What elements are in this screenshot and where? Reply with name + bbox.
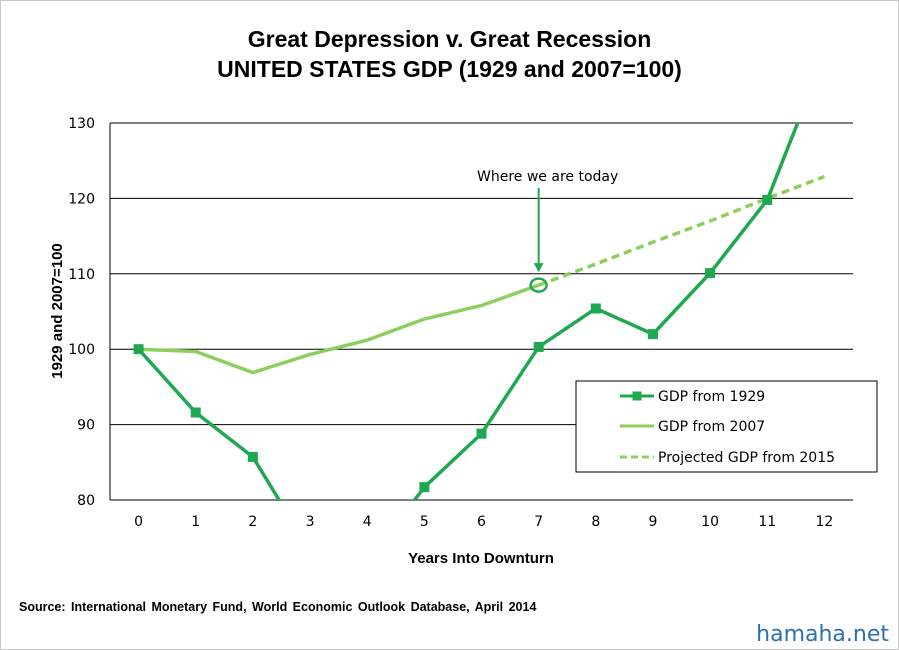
data-point-gdp-1929 [705, 268, 716, 279]
series-line-1 [138, 283, 540, 375]
legend: GDP from 1929 GDP from 2007 Projected GD… [575, 380, 878, 473]
data-point-gdp-1929 [476, 428, 487, 439]
x-tick-label: 4 [363, 514, 372, 530]
data-point-gdp-1929 [647, 329, 658, 340]
chart-subtitle: UNITED STATES GDP (1929 and 2007=100) [217, 56, 682, 82]
y-axis-label: 1929 and 2007=100 [49, 243, 66, 379]
legend-marker-gdp-1929 [632, 391, 642, 401]
x-tick-label: 11 [758, 514, 776, 530]
annotation-arrowhead [533, 263, 544, 273]
y-tick-label: 120 [68, 191, 95, 207]
y-tick-label: 90 [77, 418, 95, 434]
data-point-gdp-1929 [762, 194, 773, 205]
x-tick-label: 2 [248, 514, 257, 530]
y-tick-label: 110 [68, 267, 95, 283]
legend-label-gdp-1929: GDP from 1929 [658, 389, 765, 405]
series-line-0 [137, 123, 800, 500]
legend-label-gdp-2007: GDP from 2007 [658, 419, 765, 435]
annotation-label: Where we are today [477, 169, 618, 185]
series-line-2 [538, 174, 826, 287]
data-point-gdp-1929 [190, 407, 201, 418]
annotation-circle [529, 277, 548, 293]
source-note: Source: International Monetary Fund, Wor… [19, 600, 537, 614]
y-tick-label: 80 [77, 493, 95, 509]
data-point-gdp-1929 [533, 341, 544, 352]
y-tick-label: 100 [68, 342, 95, 358]
x-tick-label: 10 [701, 514, 719, 530]
x-tick-label: 5 [420, 514, 429, 530]
data-point-gdp-1929 [419, 482, 430, 493]
data-point-gdp-1929 [247, 452, 258, 463]
x-tick-label: 1 [191, 514, 200, 530]
x-tick-label: 0 [134, 514, 143, 530]
chart-title: Great Depression v. Great Recession [247, 26, 652, 52]
legend-label-projected: Projected GDP from 2015 [658, 450, 835, 466]
watermark: hamaha.net [756, 622, 889, 647]
x-axis-label: Years Into Downturn [408, 550, 554, 567]
x-tick-label: 9 [649, 514, 658, 530]
x-tick-label: 12 [816, 514, 834, 530]
data-point-gdp-1929 [590, 303, 601, 314]
x-tick-label: 6 [477, 514, 486, 530]
y-tick-label: 130 [68, 116, 95, 132]
x-tick-label: 7 [534, 514, 543, 530]
x-tick-label: 8 [591, 514, 600, 530]
data-point-gdp-1929 [133, 344, 144, 355]
x-tick-label: 3 [306, 514, 315, 530]
